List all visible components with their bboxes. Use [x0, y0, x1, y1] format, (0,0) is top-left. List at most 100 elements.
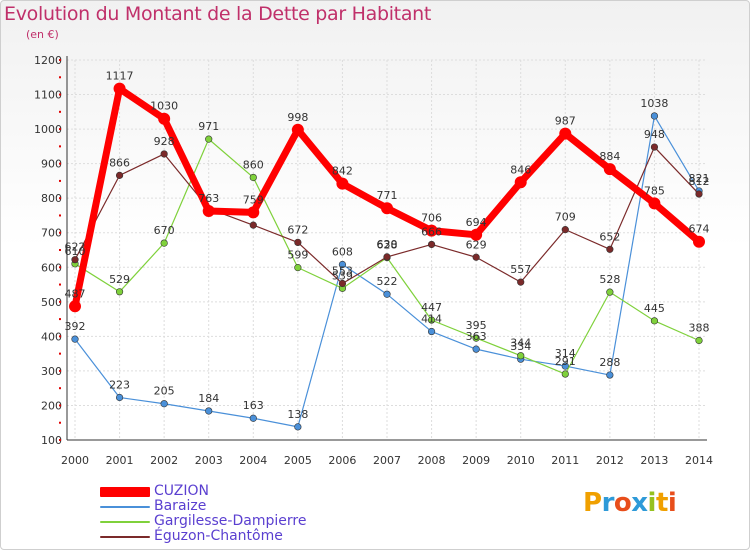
- data-label-gargilesse-dampierre: 528: [599, 273, 620, 286]
- chart-title: Evolution du Montant de la Dette par Hab…: [4, 3, 432, 25]
- data-point-cuzion: [648, 197, 661, 210]
- data-label-cuzion: 763: [198, 192, 219, 205]
- data-label-baraize: 522: [377, 275, 398, 288]
- data-label-cuzion: 846: [510, 163, 531, 176]
- x-tick-label: 2006: [328, 454, 356, 467]
- data-label-cuzion: 1030: [150, 100, 178, 113]
- data-label-baraize: 184: [198, 392, 219, 405]
- data-label-cuzion: 706: [421, 212, 442, 225]
- data-label-eguzon-chantome: 709: [555, 211, 576, 224]
- data-point-cuzion: [291, 123, 304, 136]
- data-label-gargilesse-dampierre: 529: [109, 273, 130, 286]
- data-label-gargilesse-dampierre: 447: [421, 301, 442, 314]
- y-tick-label: 200: [41, 399, 62, 412]
- y-tick-label: 100: [41, 434, 62, 447]
- data-label-gargilesse-dampierre: 388: [689, 322, 710, 335]
- y-tick-label: 300: [41, 365, 62, 378]
- data-label-baraize: 163: [243, 399, 264, 412]
- data-point-baraize: [383, 290, 391, 298]
- data-label-gargilesse-dampierre: 971: [198, 120, 219, 133]
- data-point-baraize: [249, 414, 257, 422]
- legend-swatch-gargilesse-dampierre: [100, 521, 150, 523]
- data-label-eguzon-chantome: 652: [599, 230, 620, 243]
- data-label-eguzon-chantome: 866: [109, 156, 130, 169]
- data-point-baraize: [205, 407, 213, 415]
- x-tick-label: 2003: [195, 454, 223, 467]
- data-label-baraize: 288: [599, 356, 620, 369]
- y-tick-label: 500: [41, 296, 62, 309]
- data-point-gargilesse-dampierre: [650, 317, 659, 325]
- x-tick-label: 2013: [640, 454, 668, 467]
- data-point-gargilesse-dampierre: [294, 264, 302, 272]
- data-point-gargilesse-dampierre: [695, 336, 703, 345]
- x-tick-label: 2005: [284, 454, 312, 467]
- x-tick-label: 2009: [462, 454, 490, 467]
- x-tick-label: 2014: [685, 454, 713, 467]
- data-point-cuzion: [247, 206, 260, 219]
- data-label-gargilesse-dampierre: 610: [65, 245, 86, 258]
- data-point-eguzon-chantome: [606, 245, 614, 253]
- legend-label-gargilesse-dampierre: Gargilesse-Dampierre: [154, 513, 307, 529]
- data-point-cuzion: [336, 177, 349, 190]
- data-label-cuzion: 884: [599, 150, 620, 163]
- data-point-gargilesse-dampierre: [606, 288, 614, 296]
- chart-subtitle: (en €): [26, 28, 59, 41]
- data-point-eguzon-chantome: [294, 238, 302, 246]
- data-label-cuzion: 694: [466, 216, 487, 229]
- data-point-cuzion: [693, 235, 705, 248]
- data-label-baraize: 314: [555, 347, 576, 360]
- data-point-gargilesse-dampierre: [561, 370, 569, 378]
- y-tick-label: 1000: [34, 123, 62, 136]
- data-label-baraize: 223: [109, 379, 130, 392]
- data-point-cuzion: [69, 300, 81, 313]
- data-point-eguzon-chantome: [160, 150, 168, 158]
- data-label-gargilesse-dampierre: 539: [332, 269, 353, 282]
- data-point-cuzion: [158, 112, 171, 125]
- data-label-eguzon-chantome: 629: [466, 238, 487, 251]
- data-label-baraize: 363: [466, 330, 487, 343]
- x-tick-label: 2002: [150, 454, 178, 467]
- data-label-gargilesse-dampierre: 670: [154, 224, 175, 237]
- legend-label-cuzion: CUZION: [154, 483, 209, 499]
- data-point-cuzion: [425, 224, 438, 237]
- data-point-eguzon-chantome: [71, 256, 79, 264]
- data-label-eguzon-chantome: 672: [287, 223, 308, 236]
- data-point-baraize: [606, 371, 614, 379]
- data-point-baraize: [160, 400, 168, 408]
- data-label-cuzion: 674: [689, 223, 710, 236]
- data-label-cuzion: 785: [644, 184, 665, 197]
- x-tick-label: 2000: [61, 454, 89, 467]
- data-point-baraize: [561, 362, 569, 370]
- data-label-eguzon-chantome: 928: [154, 135, 175, 148]
- data-point-cuzion: [381, 202, 393, 215]
- data-label-eguzon-chantome: 630: [377, 238, 398, 251]
- data-label-cuzion: 998: [287, 111, 308, 124]
- data-point-eguzon-chantome: [383, 253, 391, 261]
- data-label-baraize: 608: [332, 246, 353, 259]
- x-tick-label: 2007: [373, 454, 401, 467]
- x-tick-label: 2001: [106, 454, 134, 467]
- data-point-gargilesse-dampierre: [160, 239, 168, 247]
- data-label-cuzion: 987: [555, 115, 576, 128]
- data-point-cuzion: [603, 163, 616, 176]
- legend-label-eguzon-chantome: Éguzon-Chantôme: [154, 528, 283, 544]
- data-point-baraize: [427, 327, 436, 336]
- y-tick-label: 400: [41, 330, 62, 343]
- data-label-gargilesse-dampierre: 445: [644, 302, 665, 315]
- x-tick-label: 2008: [418, 454, 446, 467]
- data-label-gargilesse-dampierre: 291: [555, 355, 576, 368]
- data-label-eguzon-chantome: 622: [65, 241, 86, 254]
- data-point-cuzion: [559, 127, 572, 140]
- y-tick-label: 900: [41, 158, 62, 171]
- data-label-gargilesse-dampierre: 628: [377, 239, 398, 252]
- data-label-cuzion: 759: [243, 193, 264, 206]
- y-tick-label: 1100: [34, 89, 62, 102]
- data-point-eguzon-chantome: [338, 279, 347, 288]
- data-label-gargilesse-dampierre: 395: [466, 319, 487, 332]
- data-point-baraize: [650, 112, 659, 120]
- data-label-gargilesse-dampierre: 344: [510, 337, 531, 350]
- y-tick-label: 800: [41, 192, 62, 205]
- data-point-eguzon-chantome: [517, 278, 525, 286]
- data-point-baraize: [71, 335, 79, 343]
- data-point-eguzon-chantome: [561, 226, 569, 234]
